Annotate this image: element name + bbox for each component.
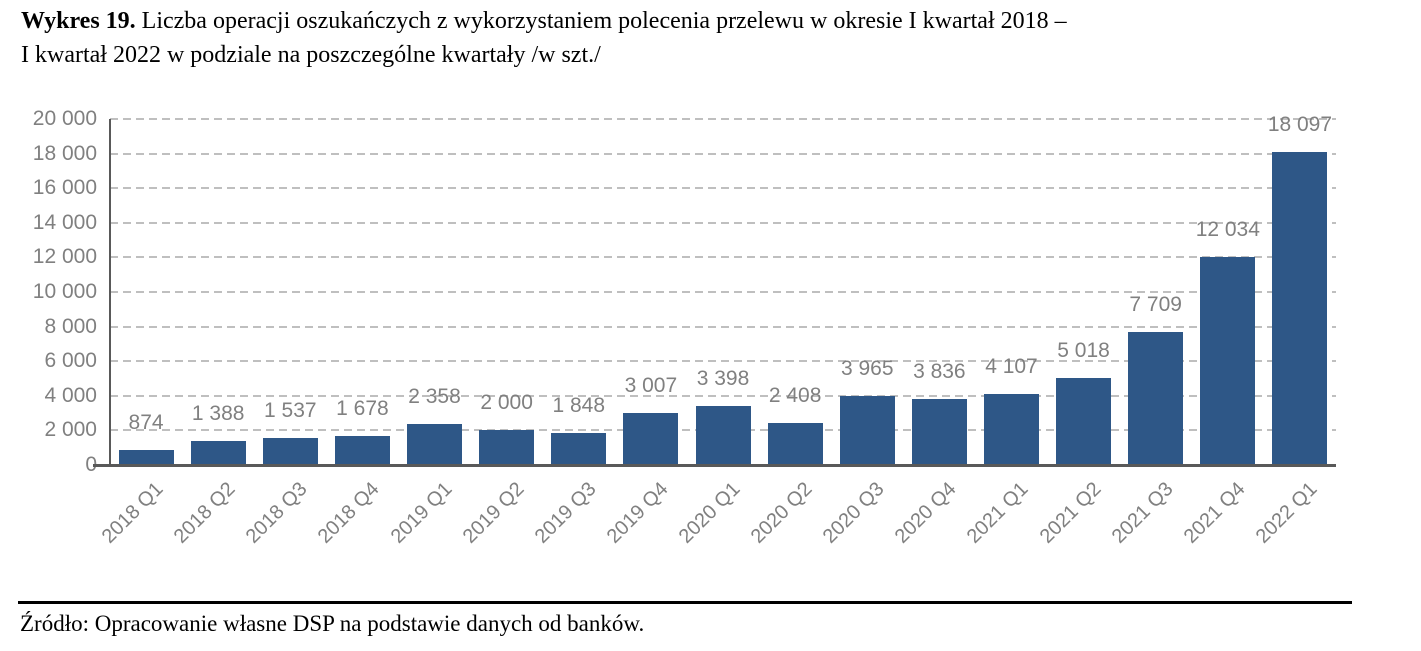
bar-value-label: 1 537 <box>264 399 317 423</box>
bar <box>551 433 607 464</box>
bar-value-label: 1 678 <box>336 396 389 420</box>
bar <box>262 438 318 464</box>
bar-value-label: 1 848 <box>552 394 606 418</box>
bar <box>839 396 895 464</box>
y-tick-label: 2 000 <box>44 418 97 442</box>
bar <box>190 440 246 464</box>
bar-value-label: 18 097 <box>1267 112 1333 136</box>
bar-value-label: 3 836 <box>913 359 966 383</box>
bar-chart: 0 2 000 4 000 6 000 8 000 10 000 12 000 14 000 1… <box>32 107 1336 548</box>
y-tick-label: 4 000 <box>44 383 97 407</box>
chart-title: Wykres 19. Liczba operacji oszukańczych … <box>21 4 1407 72</box>
gridline <box>110 152 1336 155</box>
bar-value-label: 3 965 <box>840 357 894 381</box>
y-tick-label: 16 000 <box>32 176 97 200</box>
y-tick-label: 6 000 <box>44 349 97 373</box>
x-axis-line <box>93 464 1336 467</box>
gridline <box>110 118 1336 120</box>
bar <box>479 430 535 464</box>
y-tick-label: 10 000 <box>32 280 97 303</box>
bar-value-label: 2 000 <box>480 391 533 415</box>
gridline <box>110 360 1336 363</box>
bar <box>334 435 390 464</box>
bar <box>118 449 174 464</box>
bar-value-label: 12 034 <box>1195 217 1260 241</box>
bar <box>983 393 1039 464</box>
y-tick-label: 18 000 <box>32 141 97 165</box>
bar <box>623 412 679 464</box>
bar-value-label: 1 388 <box>191 401 245 425</box>
bar <box>911 398 967 464</box>
source-divider <box>18 601 1352 604</box>
bar <box>1128 331 1184 464</box>
gridline <box>110 187 1336 190</box>
bar <box>695 406 751 464</box>
bar <box>1056 378 1112 464</box>
bar <box>407 424 463 464</box>
y-tick-label: 20 000 <box>32 107 97 130</box>
y-tick-label: 8 000 <box>44 314 97 338</box>
gridline <box>110 394 1336 397</box>
y-tick-label: 0 <box>85 453 97 476</box>
y-axis-line <box>109 119 111 466</box>
bar-value-label: 2 358 <box>408 385 461 409</box>
y-tick-label: 14 000 <box>32 210 97 234</box>
bar-value-label: 874 <box>128 410 164 434</box>
bar-value-label: 2 408 <box>768 384 822 408</box>
y-tick-label: 12 000 <box>32 245 97 269</box>
bar-value-label: 4 107 <box>985 354 1038 378</box>
bar-value-label: 7 709 <box>1129 292 1182 316</box>
gridline <box>110 221 1336 224</box>
chart-title-line2: I kwartał 2022 w podziale na poszczególn… <box>21 42 601 68</box>
bar-value-label: 3 398 <box>696 367 750 391</box>
bar-value-label: 5 018 <box>1057 339 1110 363</box>
gridline <box>110 325 1336 328</box>
bar <box>1200 256 1256 464</box>
bar-value-label: 3 007 <box>624 373 678 397</box>
chart-title-number: Wykres 19. <box>21 8 136 34</box>
bar <box>1272 151 1328 464</box>
gridline <box>110 256 1336 259</box>
bar <box>767 423 823 464</box>
gridline <box>110 291 1336 293</box>
source-text: Źródło: Opracowanie własne DSP na podsta… <box>20 611 645 636</box>
chart-title-line1: Liczba operacji oszukańczych z wykorzyst… <box>135 8 1067 34</box>
